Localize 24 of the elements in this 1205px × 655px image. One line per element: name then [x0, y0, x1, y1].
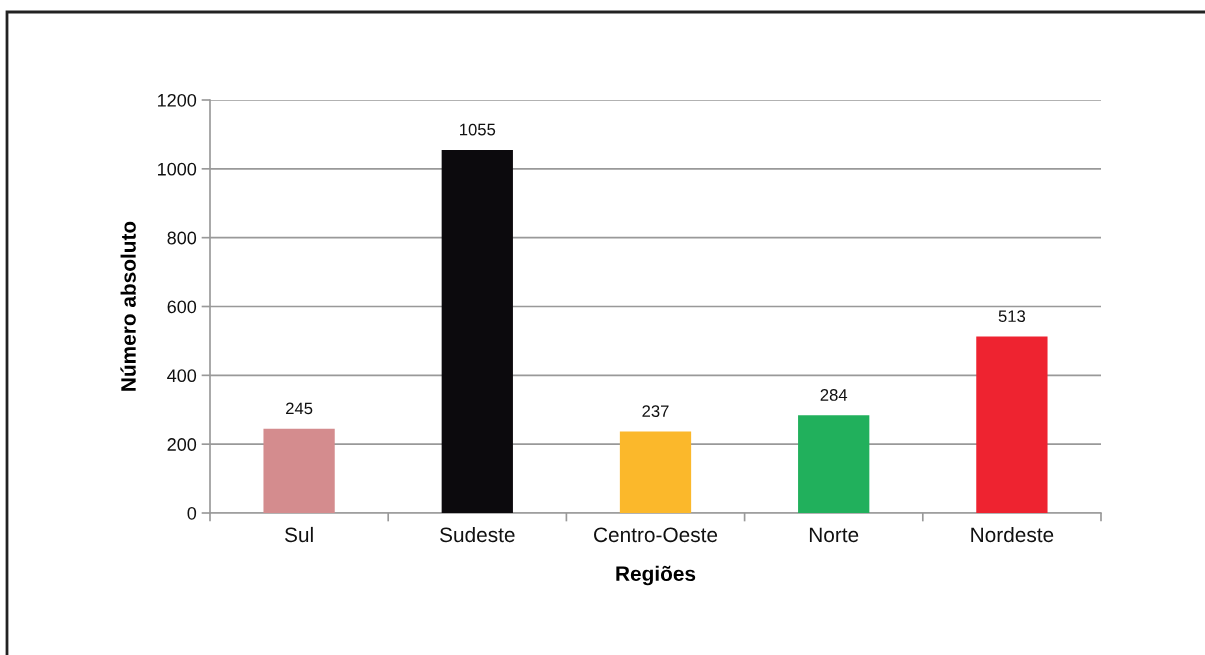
x-tick-label: Sul [284, 526, 313, 543]
y-tick-label: 200 [167, 438, 197, 451]
x-tick-label: Centro-Oeste [594, 527, 718, 543]
y-tick-label: 400 [167, 369, 197, 383]
x-tick-label: Norte [809, 527, 859, 543]
y-tick-label: 1200 [158, 93, 197, 107]
y-axis-title: Número absoluto [120, 221, 136, 391]
data-label: 513 [998, 310, 1026, 323]
y-tick-label: 800 [167, 231, 197, 245]
bar [441, 149, 513, 513]
data-label: 284 [820, 389, 848, 401]
bar [263, 428, 335, 513]
x-tick-label: Sudeste [440, 526, 515, 543]
data-label: 237 [642, 405, 669, 418]
data-label: 1055 [460, 123, 496, 136]
x-axis-title: Regiões [616, 565, 696, 586]
y-tick-label: 600 [167, 300, 197, 314]
bar [798, 415, 870, 513]
x-tick-label: Nordeste [971, 526, 1054, 543]
y-tick-label: 1000 [158, 162, 197, 176]
y-tick-label: 0 [187, 506, 197, 520]
bar [976, 336, 1048, 513]
bar [619, 431, 692, 513]
data-label: 245 [286, 402, 313, 415]
